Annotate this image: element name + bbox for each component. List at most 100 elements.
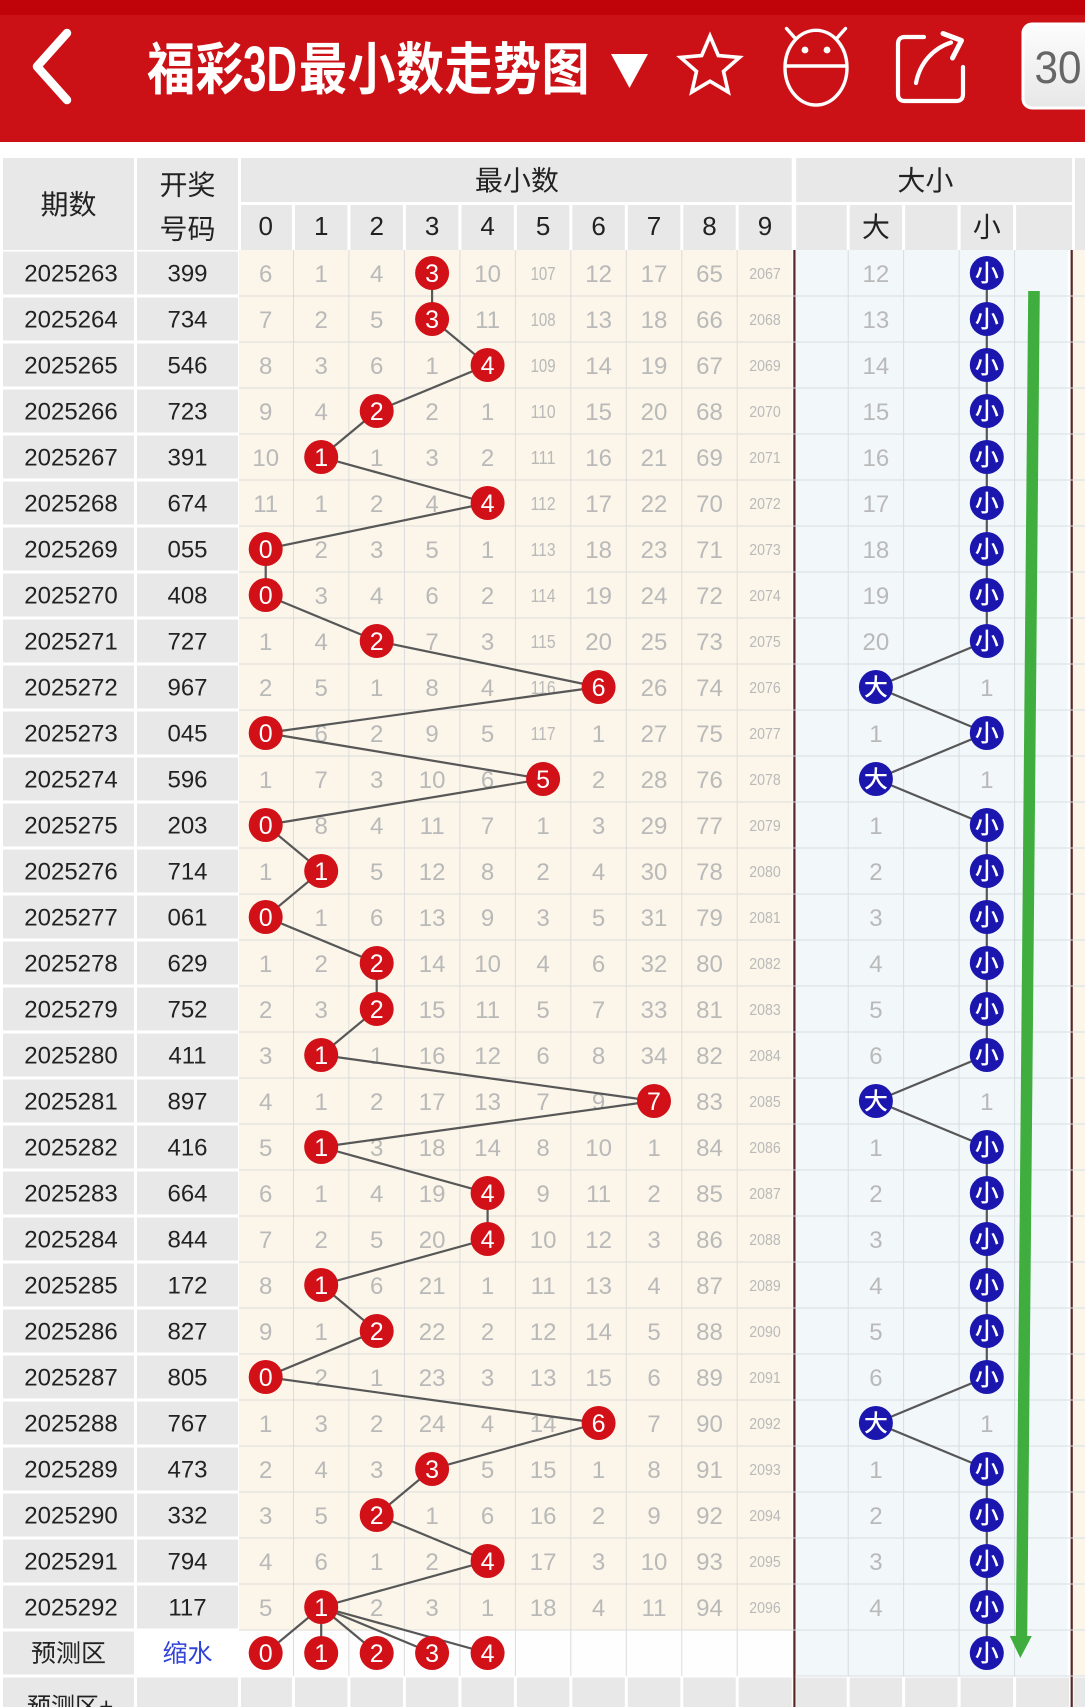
svg-text:4: 4 bbox=[481, 675, 494, 702]
svg-text:1: 1 bbox=[370, 675, 383, 702]
svg-text:2: 2 bbox=[370, 1502, 384, 1530]
svg-text:32: 32 bbox=[641, 951, 668, 978]
svg-text:2074: 2074 bbox=[749, 588, 781, 605]
svg-text:1: 1 bbox=[481, 1595, 494, 1622]
svg-text:2072: 2072 bbox=[749, 496, 781, 513]
svg-text:055: 055 bbox=[167, 537, 207, 564]
svg-text:67: 67 bbox=[696, 353, 723, 380]
svg-text:2: 2 bbox=[647, 1181, 660, 1208]
svg-text:8: 8 bbox=[536, 1135, 549, 1162]
svg-text:2: 2 bbox=[370, 398, 384, 426]
svg-text:5: 5 bbox=[869, 1319, 882, 1346]
svg-text:1: 1 bbox=[315, 1319, 328, 1346]
svg-text:112: 112 bbox=[531, 494, 556, 514]
svg-text:1: 1 bbox=[314, 1640, 328, 1668]
svg-text:17: 17 bbox=[863, 491, 890, 518]
svg-text:4: 4 bbox=[370, 261, 383, 288]
svg-text:4: 4 bbox=[481, 352, 495, 380]
svg-text:0: 0 bbox=[259, 812, 273, 840]
svg-text:1: 1 bbox=[315, 1181, 328, 1208]
svg-text:1: 1 bbox=[315, 491, 328, 518]
svg-text:17: 17 bbox=[585, 491, 612, 518]
svg-text:15: 15 bbox=[419, 997, 446, 1024]
svg-text:2: 2 bbox=[869, 859, 882, 886]
svg-text:18: 18 bbox=[419, 1135, 446, 1162]
svg-text:7: 7 bbox=[647, 1088, 661, 1116]
svg-text:12: 12 bbox=[863, 261, 890, 288]
svg-text:1: 1 bbox=[481, 537, 494, 564]
svg-text:2075: 2075 bbox=[749, 634, 781, 651]
svg-text:23: 23 bbox=[641, 537, 668, 564]
svg-text:5: 5 bbox=[536, 211, 550, 241]
svg-text:117: 117 bbox=[168, 1595, 206, 1622]
svg-text:117: 117 bbox=[531, 724, 556, 744]
svg-text:2025292: 2025292 bbox=[24, 1595, 117, 1622]
svg-text:2025270: 2025270 bbox=[24, 583, 117, 610]
svg-text:20: 20 bbox=[641, 399, 668, 426]
svg-text:3: 3 bbox=[370, 537, 383, 564]
svg-text:12: 12 bbox=[419, 859, 446, 886]
svg-text:14: 14 bbox=[419, 951, 446, 978]
svg-text:0: 0 bbox=[259, 720, 273, 748]
svg-text:22: 22 bbox=[419, 1319, 446, 1346]
svg-text:2: 2 bbox=[370, 950, 384, 978]
svg-text:110: 110 bbox=[531, 402, 556, 422]
svg-text:7: 7 bbox=[315, 767, 328, 794]
svg-text:10: 10 bbox=[474, 951, 501, 978]
svg-text:22: 22 bbox=[641, 491, 668, 518]
svg-text:7: 7 bbox=[647, 1411, 660, 1438]
svg-text:1: 1 bbox=[481, 1273, 494, 1300]
svg-text:1: 1 bbox=[315, 905, 328, 932]
svg-text:3: 3 bbox=[536, 905, 549, 932]
svg-text:15: 15 bbox=[530, 1457, 557, 1484]
svg-text:11: 11 bbox=[475, 307, 500, 334]
svg-text:399: 399 bbox=[167, 261, 207, 288]
svg-text:18: 18 bbox=[585, 537, 612, 564]
svg-text:2: 2 bbox=[869, 1181, 882, 1208]
svg-text:5: 5 bbox=[370, 307, 383, 334]
svg-text:9: 9 bbox=[647, 1503, 660, 1530]
svg-text:2: 2 bbox=[481, 445, 494, 472]
svg-text:1: 1 bbox=[259, 629, 272, 656]
svg-text:1: 1 bbox=[592, 721, 605, 748]
svg-text:2: 2 bbox=[259, 675, 272, 702]
svg-text:4: 4 bbox=[370, 1181, 383, 1208]
svg-text:85: 85 bbox=[696, 1181, 723, 1208]
svg-text:84: 84 bbox=[696, 1135, 723, 1162]
svg-text:3: 3 bbox=[425, 260, 439, 288]
svg-text:1: 1 bbox=[869, 721, 882, 748]
svg-text:2: 2 bbox=[259, 1457, 272, 1484]
svg-text:2: 2 bbox=[869, 1503, 882, 1530]
svg-text:6: 6 bbox=[370, 905, 383, 932]
svg-text:2025280: 2025280 bbox=[24, 1043, 117, 1070]
svg-text:13: 13 bbox=[863, 307, 890, 334]
svg-text:2025272: 2025272 bbox=[24, 675, 117, 702]
svg-text:844: 844 bbox=[167, 1227, 207, 1254]
svg-text:19: 19 bbox=[419, 1181, 446, 1208]
svg-text:5: 5 bbox=[647, 1319, 660, 1346]
svg-text:2: 2 bbox=[315, 951, 328, 978]
svg-text:87: 87 bbox=[696, 1273, 723, 1300]
svg-text:3: 3 bbox=[481, 629, 494, 656]
svg-text:5: 5 bbox=[869, 997, 882, 1024]
svg-text:25: 25 bbox=[641, 629, 668, 656]
svg-text:111: 111 bbox=[531, 448, 556, 468]
svg-text:827: 827 bbox=[167, 1319, 207, 1346]
svg-text:3: 3 bbox=[592, 813, 605, 840]
svg-text:2088: 2088 bbox=[749, 1232, 781, 1249]
svg-text:16: 16 bbox=[530, 1503, 557, 1530]
svg-text:5: 5 bbox=[315, 675, 328, 702]
svg-text:3: 3 bbox=[481, 1365, 494, 1392]
svg-text:2076: 2076 bbox=[749, 680, 781, 697]
svg-text:4: 4 bbox=[481, 1548, 495, 1576]
svg-text:1: 1 bbox=[314, 1134, 328, 1162]
svg-text:1: 1 bbox=[314, 1594, 328, 1622]
svg-text:2070: 2070 bbox=[749, 404, 781, 421]
svg-text:2025284: 2025284 bbox=[24, 1227, 117, 1254]
svg-text:6: 6 bbox=[591, 211, 605, 241]
svg-text:9: 9 bbox=[259, 399, 272, 426]
svg-text:8: 8 bbox=[259, 1273, 272, 1300]
svg-text:14: 14 bbox=[474, 1135, 501, 1162]
svg-text:3: 3 bbox=[315, 583, 328, 610]
svg-text:79: 79 bbox=[696, 905, 723, 932]
